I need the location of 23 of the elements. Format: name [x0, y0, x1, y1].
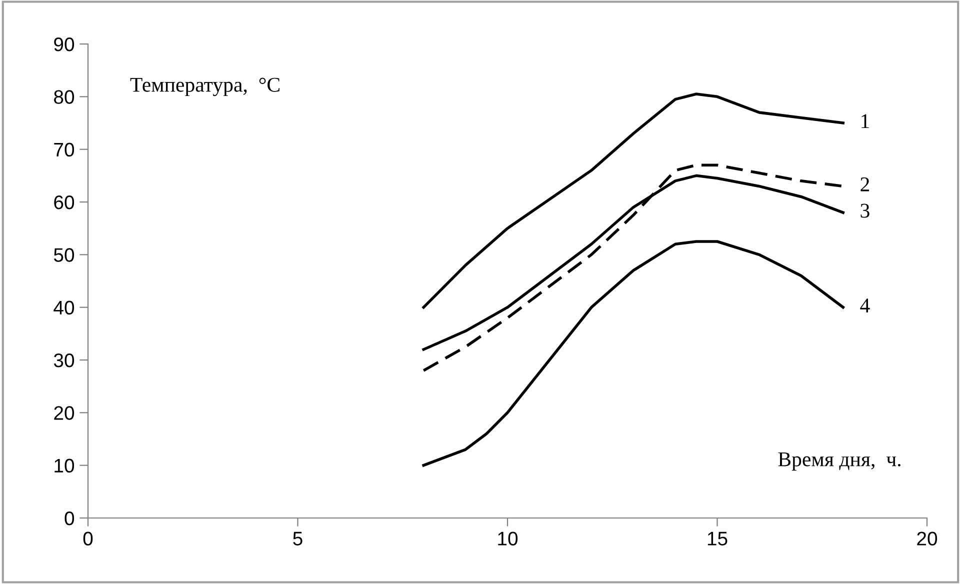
y-tick-label: 50 — [54, 248, 74, 262]
series-label: 3 — [860, 204, 870, 218]
series-label: 4 — [860, 298, 870, 312]
x-axis-title: Время дня, ч. — [778, 452, 900, 471]
y-tick-label: 70 — [54, 142, 74, 157]
x-tick-label: 20 — [917, 532, 938, 546]
x-tick-label: 10 — [498, 532, 518, 546]
x-tick-label: 15 — [708, 532, 728, 546]
y-tick-label: 20 — [54, 406, 74, 420]
y-tick-label: 60 — [54, 195, 74, 210]
y-tick-label: 40 — [54, 300, 74, 315]
series-label: 2 — [860, 177, 870, 192]
x-tick-label: 0 — [83, 532, 93, 546]
y-tick-label: 0 — [64, 511, 74, 526]
x-tick-label: 5 — [293, 532, 302, 546]
series-label: 1 — [862, 114, 869, 128]
line-series — [422, 164, 844, 372]
y-axis-title: Температура, °C — [130, 78, 280, 96]
y-tick-label: 90 — [54, 37, 74, 52]
y-tick-label: 10 — [54, 458, 74, 473]
y-tick-label: 30 — [54, 353, 74, 368]
line-series — [422, 92, 844, 309]
y-tick-label: 80 — [54, 90, 74, 104]
